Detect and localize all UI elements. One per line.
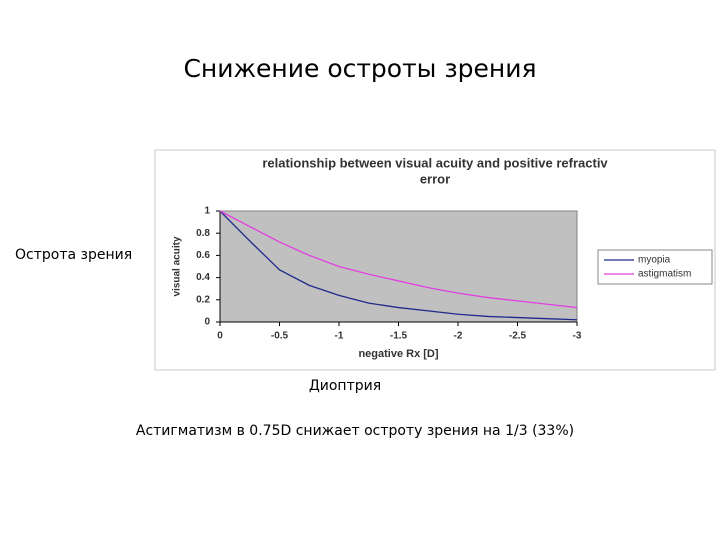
x-tick-label: -1 [335,331,344,342]
chart-title: error [420,171,450,186]
y-axis-label: visual acuity [172,236,183,296]
note: Астигматизм в 0.75D снижает остроту зрен… [136,423,574,439]
y-tick-label: 0.4 [196,272,210,283]
x-axis-label: negative Rx [D] [358,348,438,360]
chart-title: relationship between visual acuity and p… [262,155,608,170]
x-tick-label: 0 [217,331,223,342]
y-caption: Острота зрения [15,247,132,263]
y-tick-label: 0.2 [196,294,210,305]
legend-label: myopia [638,255,671,266]
x-caption: Диоптрия [309,378,381,394]
plot-area [219,210,578,323]
y-tick-label: 0.8 [196,228,210,239]
y-tick-label: 1 [204,206,210,217]
y-tick-label: 0.6 [196,250,210,261]
y-tick-label: 0 [204,317,210,328]
x-tick-label: -2 [454,331,463,342]
series-line [219,210,578,321]
legend-label: astigmatism [638,269,691,280]
x-tick-label: -1.5 [390,331,408,342]
series-line [219,210,578,309]
legend-box [597,249,713,285]
x-tick-label: -0.5 [271,331,289,342]
x-tick-label: -2.5 [509,331,527,342]
x-tick-label: -3 [573,331,582,342]
slide-title: Снижение остроты зрения [183,54,536,83]
